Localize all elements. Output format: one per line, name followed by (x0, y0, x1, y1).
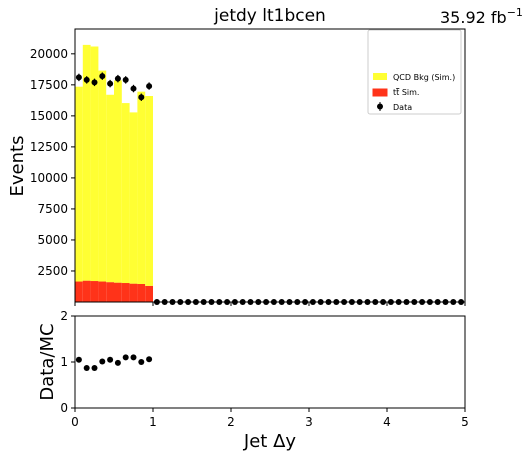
bar-ttbar (82, 280, 91, 302)
legend-frame (367, 29, 462, 115)
bar-qcd (98, 70, 107, 282)
bar-qcd (129, 112, 138, 284)
bar-qcd (137, 91, 146, 285)
ratio-point (107, 356, 114, 363)
y-tick-label: 20000 (30, 47, 68, 61)
ratio-x-ticks: 0 1 2 3 4 5 (71, 408, 469, 429)
data-point (114, 75, 121, 82)
legend-label-qcd: QCD Bkg (Sim.) (393, 73, 455, 82)
bar-qcd (82, 44, 91, 281)
ratio-x-tick-label: 5 (461, 415, 469, 429)
ratio-y-tick-label: 2 (60, 309, 68, 323)
legend-label-ttbar: tt Sim. (393, 88, 419, 97)
y-tick-label: 7500 (37, 202, 68, 216)
bar-ttbar (98, 281, 107, 302)
y-tick-label: 5000 (37, 233, 68, 247)
ratio-points (75, 354, 153, 371)
ratio-point (130, 354, 137, 361)
ratio-point (114, 359, 121, 366)
ratio-x-tick-label: 0 (71, 415, 79, 429)
ratio-panel: 0 1 2 0 1 2 3 4 5 (60, 309, 468, 429)
ratio-y-ticks: 0 1 2 (60, 309, 75, 415)
ratio-point (146, 356, 153, 363)
data-point (146, 83, 153, 90)
ratio-point (99, 358, 106, 365)
ratio-x-tick-label: 4 (383, 415, 391, 429)
legend-swatch-qcd (373, 73, 387, 80)
main-panel: 2500 5000 7500 10000 12500 15000 17500 20000 (30, 28, 466, 306)
luminosity-label: 35.92 fb−1 (440, 6, 523, 27)
bar-qcd (114, 80, 122, 283)
ratio-x-tick-label: 3 (305, 415, 313, 429)
main-plot-frame (74, 28, 466, 303)
ratio-x-tick-label: 1 (149, 415, 157, 429)
legend: QCD Bkg (Sim.) tt Sim. Data (367, 29, 462, 115)
ratio-point (75, 356, 82, 363)
bar-ttbar (106, 282, 114, 302)
data-point (75, 74, 82, 81)
bar-ttbar (75, 281, 83, 302)
ratio-point (91, 364, 98, 371)
ratio-y-axis-label: Data/MC (37, 323, 58, 400)
ratio-point (83, 364, 90, 371)
ratio-plot-frame (74, 315, 466, 409)
data-point (138, 94, 145, 101)
legend-label-data: Data (393, 103, 412, 112)
ratio-y-tick-label: 1 (60, 355, 68, 369)
bar-ttbar (137, 284, 146, 302)
bar-ttbar (145, 285, 153, 302)
data-point (91, 79, 98, 86)
bar-ttbar (90, 281, 99, 302)
ratio-point (122, 354, 129, 361)
data-point (130, 85, 137, 92)
bar-ttbar (129, 283, 138, 302)
bar-ttbar (114, 282, 122, 302)
bar-qcd (75, 86, 83, 282)
data-point (83, 76, 90, 83)
legend-marker-data (377, 103, 383, 110)
y-tick-label: 15000 (30, 109, 68, 123)
ratio-x-tick-label: 2 (227, 415, 235, 429)
main-x-ticks (74, 302, 466, 306)
data-point (107, 80, 114, 87)
main-y-axis-label: Events (7, 136, 28, 197)
ratio-point (138, 359, 145, 365)
ratio-y-tick-label: 0 (60, 401, 68, 415)
bar-qcd (121, 103, 130, 284)
bar-qcd (90, 46, 99, 282)
stacked-bars (75, 44, 153, 302)
y-tick-label: 12500 (30, 140, 68, 154)
bar-ttbar (121, 283, 130, 302)
main-y-ticks: 2500 5000 7500 10000 12500 15000 17500 20000 (30, 47, 75, 278)
bar-qcd (106, 94, 114, 283)
legend-swatch-ttbar (372, 88, 388, 97)
x-axis-label: Jet Δy (243, 431, 296, 452)
y-tick-label: 17500 (30, 78, 68, 92)
y-tick-label: 2500 (37, 264, 68, 278)
y-tick-label: 10000 (30, 171, 68, 185)
data-point (99, 73, 106, 80)
data-point (122, 76, 129, 83)
bar-qcd (145, 96, 153, 286)
chart-title: jetdy lt1bcen (213, 6, 326, 26)
